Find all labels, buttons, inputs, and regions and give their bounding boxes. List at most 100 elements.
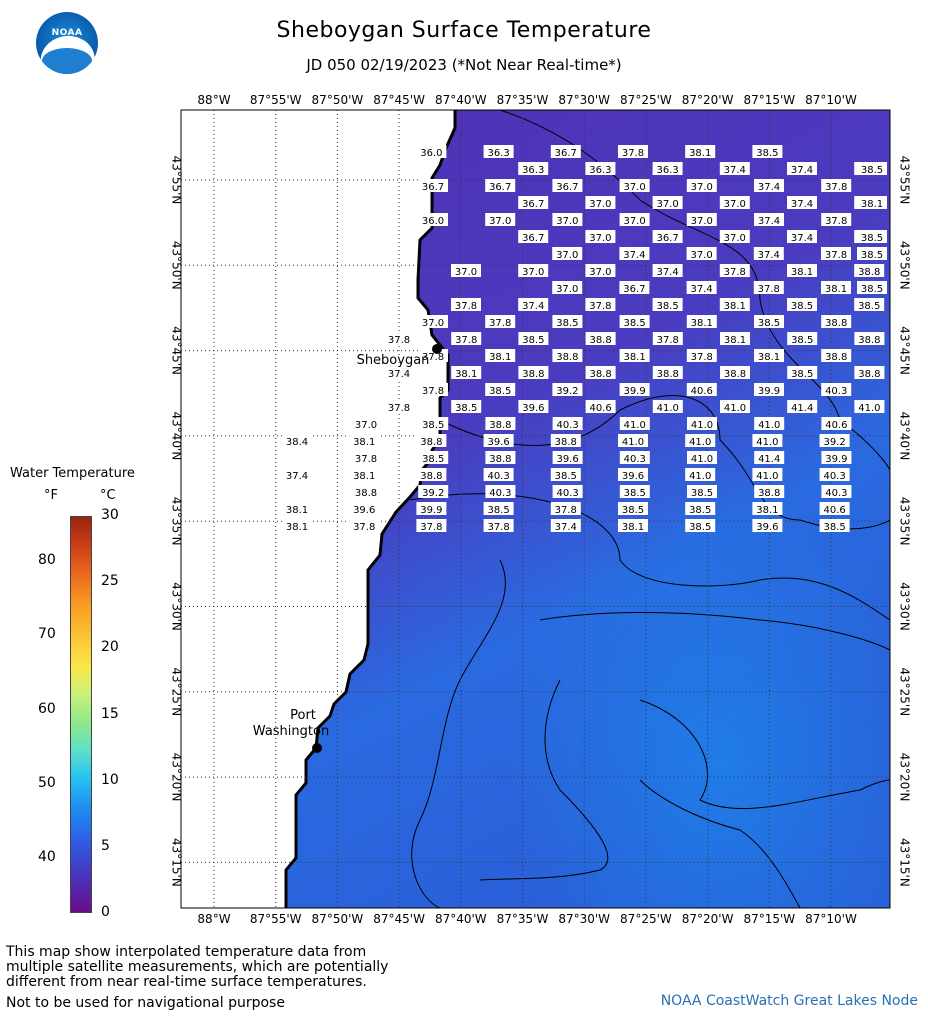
value-text: 36.7 — [422, 182, 444, 193]
value-text: 38.1 — [756, 505, 778, 516]
temperature-value: 38.4 — [282, 434, 312, 448]
temperature-value: 41.0 — [754, 417, 785, 431]
value-text: 40.6 — [823, 505, 845, 516]
temperature-value: 38.1 — [821, 281, 851, 295]
temperature-value: 41.0 — [752, 468, 783, 482]
temperature-value: 41.0 — [685, 468, 716, 482]
value-text: 36.7 — [522, 199, 544, 210]
value-text: 37.0 — [623, 182, 645, 193]
legend-f-tick: 60 — [38, 700, 56, 717]
value-text: 38.1 — [353, 437, 375, 448]
value-box — [752, 145, 783, 158]
value-box — [384, 332, 414, 345]
value-box — [787, 230, 817, 243]
value-box — [652, 162, 683, 175]
latitude-labels-left: 43°55'N 43°50'N 43°45'N 43°40'N 43°35'N 43°30… — [170, 156, 184, 887]
value-text: 39.9 — [758, 386, 780, 397]
lon-label: 87°15'W — [743, 912, 795, 926]
value-box — [686, 179, 717, 192]
value-box — [485, 485, 516, 498]
value-text: 37.0 — [422, 318, 444, 329]
value-box — [819, 519, 850, 532]
legend-c-tick: 15 — [101, 705, 119, 722]
temperature-value: 40.6 — [821, 417, 852, 431]
value-text: 37.8 — [825, 250, 847, 261]
value-text: 37.0 — [724, 199, 746, 210]
temperature-value: 38.1 — [686, 315, 717, 329]
value-text: 38.1 — [455, 369, 477, 380]
value-text: 38.5 — [791, 335, 813, 346]
temperature-value: 38.5 — [857, 281, 887, 295]
value-box — [686, 383, 717, 396]
value-box — [585, 298, 616, 311]
temperature-value: 38.1 — [719, 298, 750, 312]
value-box — [821, 451, 852, 464]
city-sheboygan: Sheboygan — [357, 344, 442, 368]
value-text: 38.5 — [756, 148, 778, 159]
value-text: 37.8 — [455, 335, 477, 346]
value-box — [485, 179, 516, 192]
lon-label: 87°20'W — [682, 912, 734, 926]
value-text: 39.6 — [522, 403, 544, 414]
value-box — [854, 366, 885, 379]
temperature-value: 39.9 — [754, 383, 784, 397]
value-box — [652, 400, 683, 413]
value-box — [687, 485, 717, 498]
lat-label: 43°15'N — [898, 838, 912, 887]
temperature-value: 38.8 — [854, 332, 885, 346]
lat-label: 43°25'N — [898, 667, 912, 716]
temperature-value: 36.0 — [418, 213, 448, 227]
temperature-value: 38.1 — [720, 332, 750, 346]
lat-label: 43°35'N — [170, 497, 184, 546]
lon-label: 87°35'W — [497, 912, 549, 926]
value-box — [821, 281, 851, 294]
temperature-value: 37.0 — [686, 247, 717, 261]
value-text: 37.8 — [420, 522, 442, 533]
temperature-value: 40.3 — [821, 383, 852, 397]
lon-label: 87°35'W — [497, 93, 549, 107]
value-text: 38.8 — [420, 437, 442, 448]
value-box — [518, 196, 549, 209]
value-text: 36.3 — [589, 165, 611, 176]
temperature-value: 38.5 — [787, 332, 818, 346]
temperature-value: 38.5 — [787, 298, 817, 312]
value-box — [821, 383, 852, 396]
value-box — [754, 179, 784, 192]
temperature-value: 37.8 — [821, 247, 851, 261]
value-box — [518, 230, 549, 243]
value-text: 41.4 — [758, 454, 780, 465]
temperature-value: 38.8 — [754, 485, 785, 499]
temperature-value: 39.6 — [483, 434, 514, 448]
logo-wave-shape — [42, 48, 92, 74]
value-text: 40.6 — [691, 386, 713, 397]
value-text: 40.3 — [487, 471, 509, 482]
city-label: Sheboygan — [357, 353, 430, 368]
temperature-value: 37.0 — [451, 264, 481, 278]
value-box — [686, 281, 717, 294]
value-box — [719, 264, 750, 277]
temperature-value: 37.0 — [518, 264, 549, 278]
value-text: 38.5 — [656, 301, 678, 312]
value-box — [719, 230, 750, 243]
value-text: 36.7 — [656, 233, 678, 244]
value-box — [418, 383, 448, 396]
value-box — [485, 383, 516, 396]
temperature-value: 39.2 — [418, 485, 449, 499]
value-text: 40.3 — [823, 471, 845, 482]
temperature-value: 37.8 — [384, 400, 414, 414]
value-text: 37.0 — [556, 250, 578, 261]
value-text: 37.4 — [791, 199, 813, 210]
value-box — [787, 196, 817, 209]
temperature-value: 41.0 — [619, 417, 650, 431]
value-box — [854, 332, 885, 345]
value-text: 37.8 — [422, 386, 444, 397]
lon-label: 88°W — [197, 93, 230, 107]
temperature-value: 38.5 — [754, 315, 784, 329]
temperature-value: 37.4 — [652, 264, 683, 278]
value-box — [787, 162, 817, 175]
value-box — [585, 332, 616, 345]
value-box — [349, 468, 380, 481]
temperature-value: 39.2 — [819, 434, 850, 448]
value-text: 38.8 — [589, 369, 611, 380]
temperature-value: 37.0 — [552, 247, 583, 261]
